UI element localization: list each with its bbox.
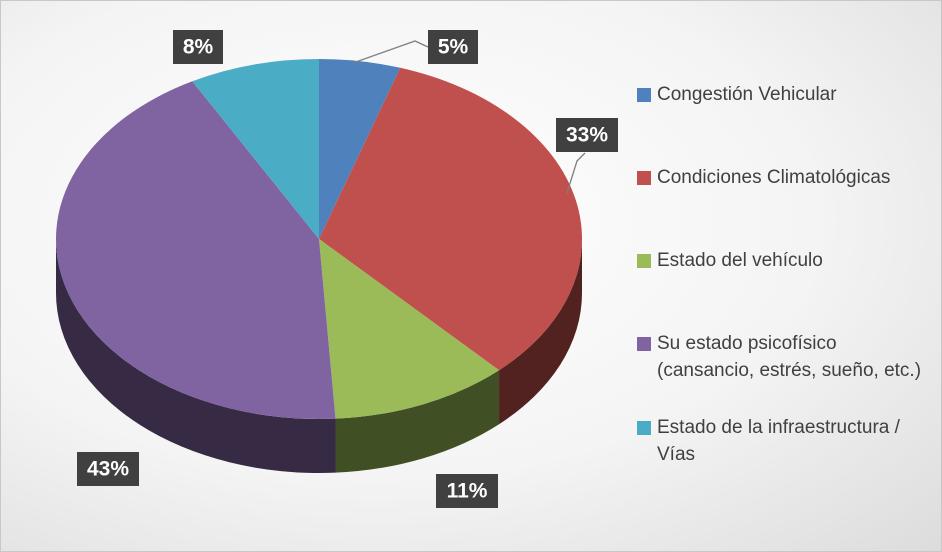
slice bbox=[319, 239, 500, 419]
legend-item: Estado del vehículo bbox=[637, 247, 937, 274]
legend-label: Estado de la infraestructura / Vías bbox=[657, 417, 900, 465]
legend: Congestión Vehicular Condiciones Climatol… bbox=[637, 81, 937, 468]
data-label: 8% bbox=[183, 36, 214, 59]
data-label: 5% bbox=[438, 36, 469, 59]
legend-label: Su estado psicofísico (cansancio, estrés… bbox=[657, 333, 922, 381]
pie bbox=[55, 59, 583, 473]
legend-item: Condiciones Climatológicas bbox=[637, 164, 937, 191]
slice bbox=[319, 67, 583, 371]
data-label: 33% bbox=[566, 124, 608, 147]
slice-side bbox=[499, 239, 582, 425]
data-label-box bbox=[556, 118, 618, 152]
data-label-box bbox=[428, 30, 478, 64]
data-label-box bbox=[77, 452, 139, 486]
legend-label: Condiciones Climatológicas bbox=[657, 167, 891, 188]
legend-item: Su estado psicofísico (cansancio, estrés… bbox=[637, 330, 937, 384]
leader-line bbox=[566, 152, 586, 194]
data-label: 43% bbox=[87, 458, 129, 481]
legend-swatch bbox=[637, 254, 651, 268]
data-label: 11% bbox=[447, 480, 488, 503]
leader-line bbox=[352, 40, 429, 64]
legend-swatch bbox=[637, 171, 651, 185]
legend-label: Congestión Vehicular bbox=[657, 84, 837, 105]
legend-swatch bbox=[637, 421, 651, 435]
slice bbox=[192, 59, 319, 239]
legend-item: Congestión Vehicular bbox=[637, 81, 937, 108]
legend-label: Estado del vehículo bbox=[657, 250, 823, 271]
legend-swatch bbox=[637, 88, 651, 102]
slice-side bbox=[335, 370, 500, 473]
data-label-box bbox=[436, 474, 498, 508]
slice bbox=[319, 59, 401, 239]
slice-side bbox=[56, 239, 336, 473]
data-label-box bbox=[173, 30, 223, 64]
legend-item: Estado de la infraestructura / Vías bbox=[637, 414, 937, 468]
slice bbox=[55, 81, 336, 419]
legend-swatch bbox=[637, 337, 651, 351]
